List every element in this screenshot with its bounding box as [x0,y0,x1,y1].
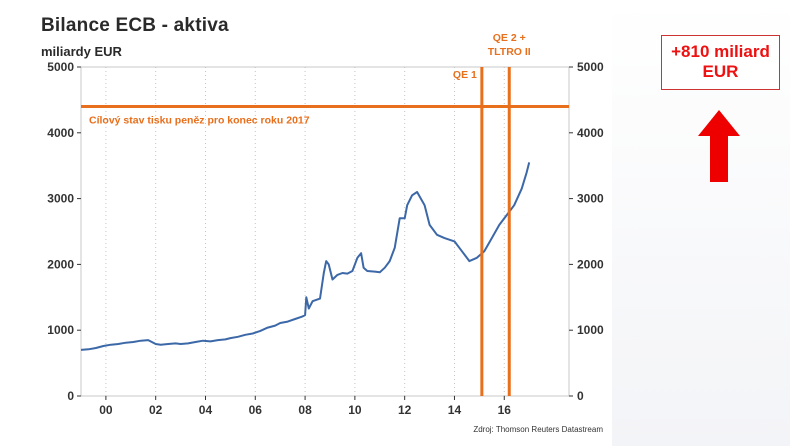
y-tick-label-left: 3000 [47,192,74,206]
y-tick-label-right: 1000 [577,323,604,337]
plot-area [80,66,570,397]
y-tick-label-right: 5000 [577,60,604,74]
y-tick-label-left: 1000 [47,323,74,337]
x-tick-label: 14 [448,403,462,417]
vline-label: QE 2 + [493,32,526,44]
vline-label: TLTRO II [488,46,531,58]
y-tick-label-right: 3000 [577,192,604,206]
x-tick-label: 08 [298,403,312,417]
y-tick-label-right: 0 [577,389,584,403]
arrow-up-icon [698,110,740,182]
chart-subtitle: miliardy EUR [41,44,122,59]
y-tick-label-left: 2000 [47,257,74,271]
x-tick-label: 02 [149,403,163,417]
y-tick-label-left: 0 [67,389,74,403]
increase-callout: +810 miliard EUR [661,35,780,90]
source-note: Zdroj: Thomson Reuters Datastream [473,425,603,434]
target-line-label: Cílový stav tisku peněz pro konec roku 2… [89,114,310,126]
x-tick-label: 16 [498,403,512,417]
callout-line-2: EUR [702,62,739,81]
x-tick-label: 00 [99,403,113,417]
y-tick-label-left: 4000 [47,126,74,140]
y-tick-label-left: 5000 [47,60,74,74]
vline-label: QE 1 [453,69,477,81]
series-line [80,162,531,351]
x-tick-label: 06 [249,403,263,417]
x-tick-label: 12 [398,403,412,417]
y-tick-label-right: 4000 [577,126,604,140]
callout-line-1: +810 miliard [671,42,770,61]
y-tick-label-right: 2000 [577,257,604,271]
chart-title: Bilance ECB - aktiva [41,15,229,36]
x-tick-label: 04 [199,403,213,417]
x-tick-label: 10 [348,403,362,417]
